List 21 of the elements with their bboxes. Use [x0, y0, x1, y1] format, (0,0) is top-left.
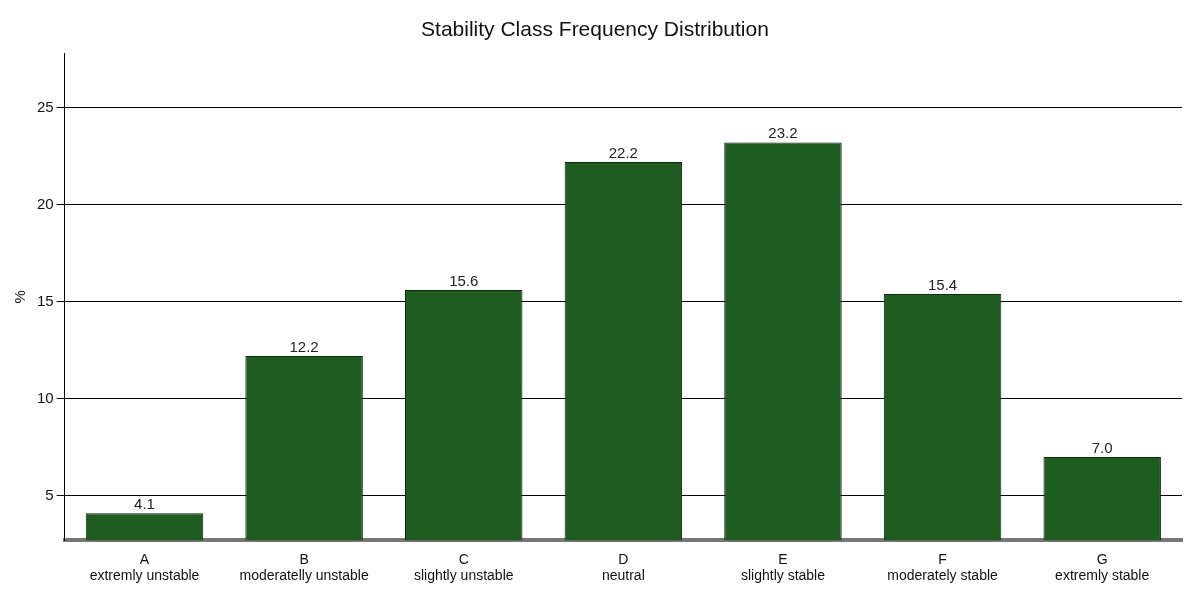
x-tick-label: F moderately stable	[887, 550, 999, 584]
y-tick-label: 15	[37, 291, 54, 309]
data-label: 7.0	[1091, 438, 1113, 456]
data-label: 23.2	[768, 124, 798, 142]
data-label: 22.2	[608, 143, 638, 161]
y-axis-title: %	[11, 290, 29, 304]
data-label: 15.4	[927, 275, 958, 293]
data-label: 15.6	[449, 271, 479, 289]
y-tick-label: 10	[37, 388, 54, 406]
x-tick-label: G extremly stable	[1055, 550, 1150, 584]
y-tick-label: 25	[37, 97, 54, 115]
data-label: 4.1	[134, 494, 155, 512]
x-tick-label: E slightly stable	[740, 550, 826, 584]
x-tick-label: C slightly unstable	[413, 550, 514, 584]
data-label: 12.2	[289, 337, 319, 355]
y-tick-label: 5	[45, 485, 54, 503]
x-tick-label: B moderatelly unstable	[239, 550, 369, 584]
x-tick-label: D neutral	[601, 550, 645, 584]
x-tick-label: A extremly unstable	[89, 550, 200, 584]
chart-title: Stability Class Frequency Distribution	[421, 17, 769, 41]
y-tick-label: 20	[37, 194, 54, 212]
